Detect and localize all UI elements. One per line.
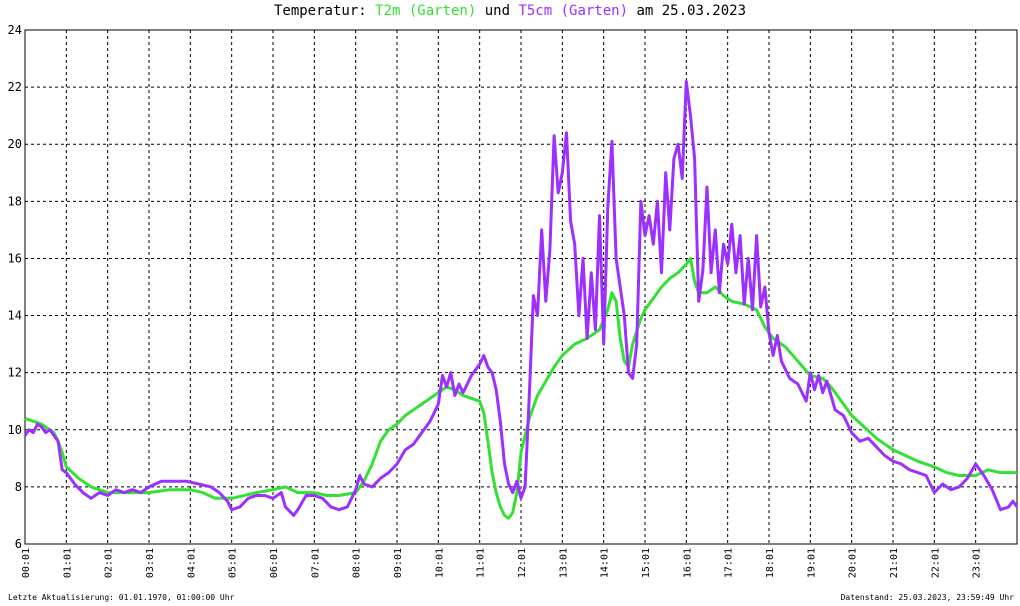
title-series-t5cm: T5cm (Garten) (518, 3, 629, 19)
y-tick-label: 24 (8, 23, 22, 37)
x-tick-label: 10:01 (434, 548, 445, 578)
y-tick-label: 10 (8, 423, 22, 437)
x-tick-label: 15:01 (641, 548, 652, 578)
x-tick-label: 08:01 (352, 548, 363, 578)
y-tick-label: 20 (8, 137, 22, 151)
title-series-t2m: T2m (Garten) (375, 3, 477, 19)
y-tick-label: 6 (15, 537, 22, 551)
x-tick-label: 23:01 (972, 548, 983, 578)
axis-ticks: 6 8 10 12 14 16 18 20 22 24 00:01 01:01 02:01 03:01 04… (8, 23, 983, 578)
x-tick-label: 12:01 (517, 548, 528, 578)
x-tick-label: 05:01 (228, 548, 239, 578)
chart-title: Temperatur: T2m (Garten) und T5cm (Garte… (0, 3, 1020, 19)
x-tick-label: 11:01 (476, 548, 487, 578)
x-tick-label: 00:01 (21, 548, 32, 578)
y-tick-label: 16 (8, 251, 22, 265)
x-tick-label: 07:01 (310, 548, 321, 578)
y-tick-label: 18 (8, 194, 22, 208)
x-tick-label: 04:01 (186, 548, 197, 578)
x-tick-label: 16:01 (682, 548, 693, 578)
y-tick-label: 12 (8, 366, 22, 380)
series-line-t5cm (23, 79, 1019, 517)
x-tick-label: 21:01 (889, 548, 900, 578)
x-tick-label: 06:01 (269, 548, 280, 578)
x-tick-label: 01:01 (62, 548, 73, 578)
x-tick-label: 19:01 (806, 548, 817, 578)
x-tick-label: 14:01 (600, 548, 611, 578)
x-tick-label: 17:01 (724, 548, 735, 578)
x-tick-label: 22:01 (930, 548, 941, 578)
title-prefix: Temperatur: (273, 3, 376, 19)
title-suffix: am 25.03.2023 (628, 3, 747, 19)
title-middle: und (476, 3, 519, 19)
series-lines (23, 79, 1019, 520)
y-tick-label: 22 (8, 80, 22, 94)
data-status-label: Datenstand: 25.03.2023, 23:59:49 Uhr (840, 593, 1014, 602)
x-tick-label: 09:01 (393, 548, 404, 578)
last-update-label: Letzte Aktualisierung: 01.01.1970, 01:00… (8, 593, 235, 602)
y-tick-label: 8 (15, 480, 22, 494)
x-tick-label: 02:01 (104, 548, 115, 578)
grid-lines (25, 30, 1017, 544)
x-tick-label: 18:01 (765, 548, 776, 578)
x-tick-label: 03:01 (145, 548, 156, 578)
x-tick-label: 13:01 (558, 548, 569, 578)
series-line-t2m (24, 256, 1017, 520)
y-tick-label: 14 (8, 309, 22, 323)
x-tick-label: 20:01 (848, 548, 859, 578)
